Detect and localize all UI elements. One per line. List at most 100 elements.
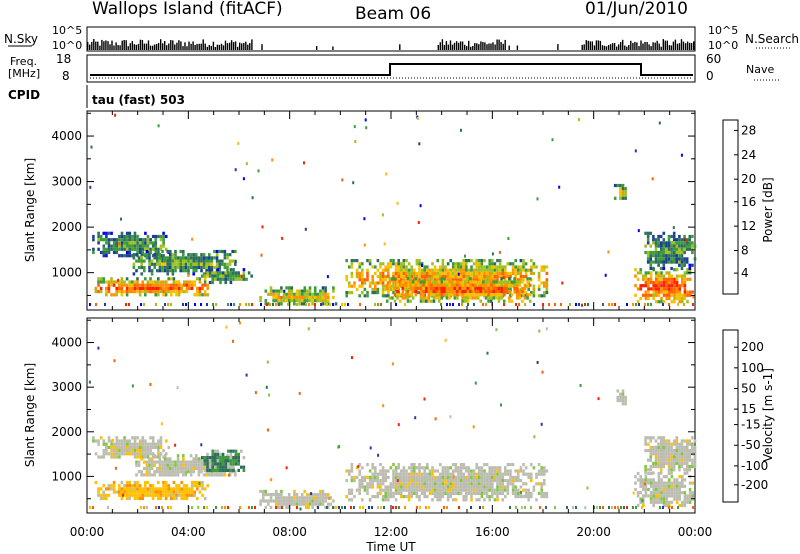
heatmap-cell <box>524 466 528 470</box>
heatmap-cell <box>665 497 668 501</box>
heatmap-cell <box>237 452 240 456</box>
heatmap-cell <box>467 485 471 489</box>
heatmap-cell <box>423 495 426 499</box>
heatmap-cell <box>660 491 663 495</box>
heatmap-cell <box>436 479 439 483</box>
heatmap-cell <box>166 470 169 474</box>
heatmap-cell <box>141 290 144 294</box>
heatmap-cell <box>439 491 442 495</box>
heatmap-cell <box>149 238 152 242</box>
heatmap-cell <box>471 290 475 294</box>
heatmap-cell <box>446 469 450 473</box>
heatmap-cell <box>103 494 106 498</box>
heatmap-cell <box>662 491 666 495</box>
heatmap-cell <box>465 268 468 272</box>
heatmap-cell <box>388 277 392 281</box>
heatmap-cell <box>154 490 157 494</box>
heatmap-cell <box>280 489 283 493</box>
heatmap-cell <box>485 485 489 489</box>
heatmap-cell <box>157 283 160 287</box>
heatmap-cell <box>404 303 406 306</box>
heatmap-cell <box>545 271 549 275</box>
heatmap-cell <box>421 264 423 267</box>
heatmap-cell <box>454 466 458 470</box>
heatmap-cell <box>277 299 281 303</box>
heatmap-cell <box>517 475 520 479</box>
nsky-bar <box>168 43 170 50</box>
heatmap-cell <box>672 458 676 462</box>
heatmap-cell <box>324 499 327 503</box>
heatmap-cell <box>203 487 207 491</box>
heatmap-cell <box>458 303 460 306</box>
heatmap-cell <box>457 482 460 486</box>
heatmap-cell <box>463 296 467 300</box>
heatmap-cell <box>678 296 681 301</box>
heatmap-cell <box>175 286 178 290</box>
heatmap-cell <box>426 271 429 275</box>
heatmap-cell <box>203 462 207 466</box>
heatmap-cell <box>170 283 173 287</box>
heatmap-cell <box>624 187 627 191</box>
heatmap-cell <box>624 402 627 406</box>
heatmap-cell <box>389 485 393 489</box>
heatmap-cell <box>678 274 681 278</box>
heatmap-cell <box>112 487 116 491</box>
heatmap-cell <box>634 284 637 288</box>
heatmap-cell <box>427 299 431 303</box>
heatmap-cell <box>176 466 180 471</box>
heatmap-cell <box>436 268 439 272</box>
heatmap-cell <box>300 502 304 506</box>
heatmap-cell <box>482 293 485 297</box>
heatmap-cell <box>128 496 131 501</box>
colorbar-tick-label: 24 <box>741 148 756 162</box>
heatmap-cell <box>157 496 160 501</box>
heatmap-cell <box>154 234 158 239</box>
heatmap-cell <box>657 280 661 285</box>
heatmap-cell <box>530 475 533 479</box>
heatmap-cell <box>657 257 660 261</box>
heatmap-cell <box>426 472 429 476</box>
heatmap-cell <box>170 277 173 281</box>
heatmap-cell <box>575 303 577 306</box>
heatmap-cell <box>624 193 627 197</box>
heatmap-cell <box>440 280 444 284</box>
heatmap-cell <box>604 273 607 277</box>
heatmap-cell <box>441 491 445 495</box>
heatmap-cell <box>522 259 525 263</box>
heatmap-cell <box>424 283 428 287</box>
heatmap-cell <box>413 482 416 486</box>
heatmap-cell <box>495 328 498 332</box>
heatmap-cell <box>298 391 301 395</box>
heatmap-cell <box>105 449 108 453</box>
heatmap-cell <box>446 271 450 275</box>
heatmap-cell <box>374 287 377 291</box>
heatmap-cell <box>508 290 511 294</box>
heatmap-cell <box>485 271 489 275</box>
heatmap-cell <box>146 490 150 494</box>
nsky-bar <box>468 40 470 50</box>
heatmap-cell <box>413 463 416 467</box>
heatmap-cell <box>138 283 142 287</box>
heatmap-cell <box>519 259 523 263</box>
heatmap-cell <box>394 475 398 479</box>
heatmap-cell <box>419 280 423 284</box>
heatmap-cell <box>662 244 666 248</box>
heatmap-cell <box>270 478 273 482</box>
heatmap-cell <box>501 271 504 275</box>
heatmap-cell <box>148 463 151 467</box>
heatmap-cell <box>411 296 415 300</box>
heatmap-cell <box>660 300 663 304</box>
heatmap-cell <box>675 287 679 291</box>
heatmap-cell <box>133 290 137 294</box>
heatmap-cell <box>655 280 658 285</box>
heatmap-cell <box>400 469 403 473</box>
heatmap-cell <box>358 463 361 467</box>
heatmap-cell <box>216 462 220 466</box>
heatmap-cell <box>114 113 117 117</box>
heatmap-cell <box>107 290 111 294</box>
heatmap-cell <box>120 217 122 221</box>
heatmap-cell <box>675 452 679 456</box>
heatmap-cell <box>190 484 194 488</box>
heatmap-cell <box>285 295 288 300</box>
heatmap-cell <box>311 302 314 306</box>
